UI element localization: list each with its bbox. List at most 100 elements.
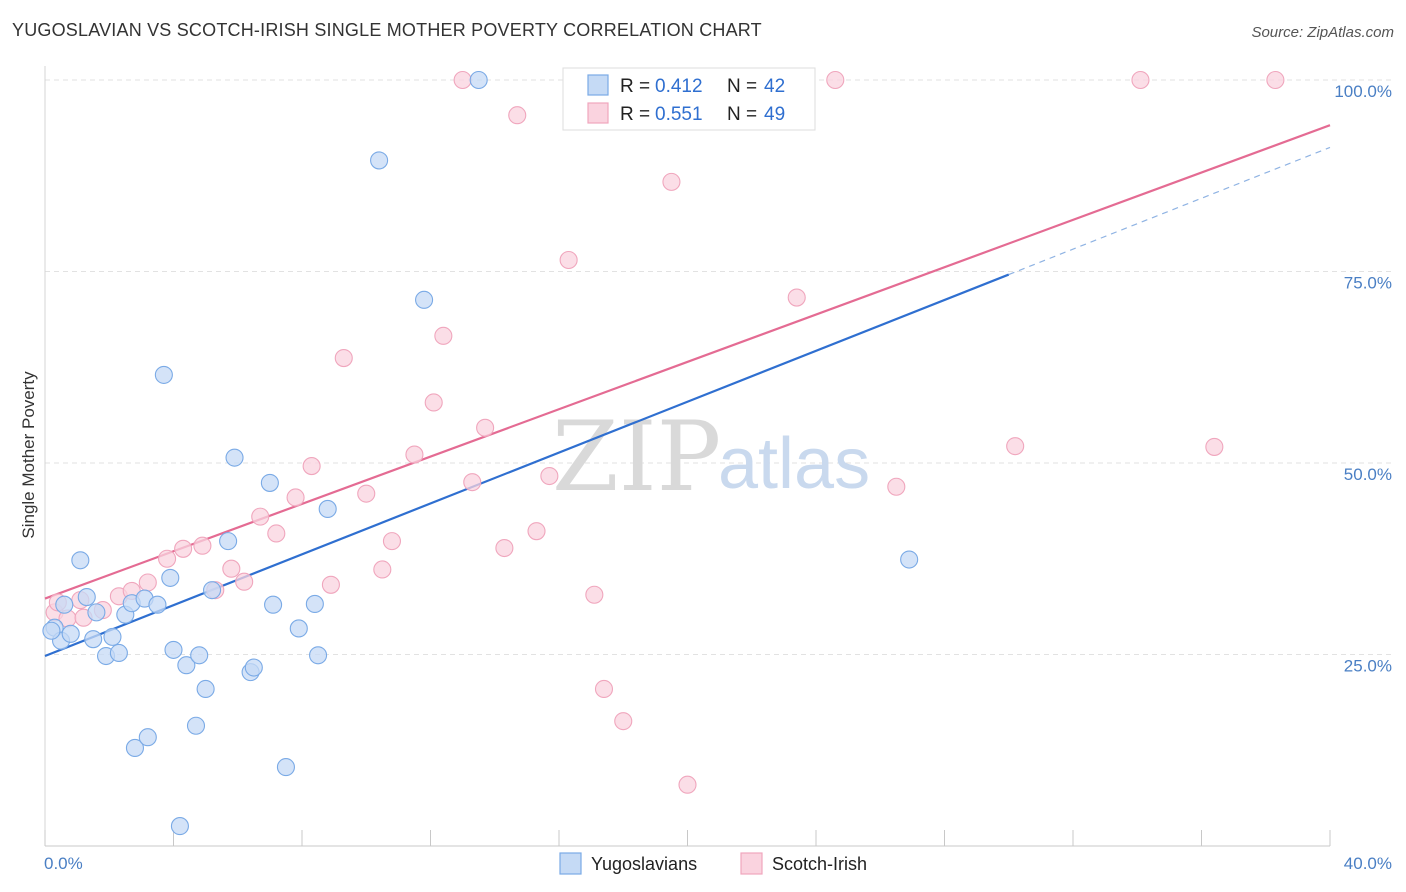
point-yugoslavians: [84, 630, 103, 649]
point-scotch-irish: [373, 560, 392, 579]
point-yugoslavians: [103, 627, 122, 646]
point-scotch-irish: [235, 572, 254, 591]
point-scotch-irish: [424, 393, 443, 412]
bottom-legend-label-yugoslavians: Yugoslavians: [591, 854, 697, 874]
point-scotch-irish: [585, 585, 604, 604]
watermark-atlas: atlas: [718, 424, 870, 504]
point-scotch-irish: [222, 559, 241, 578]
trend-line-scotch-irish: [44, 124, 1331, 600]
point-yugoslavians: [469, 70, 488, 90]
point-scotch-irish: [138, 573, 157, 592]
point-yugoslavians: [42, 621, 61, 640]
point-yugoslavians: [276, 758, 295, 777]
point-scotch-irish: [405, 445, 424, 464]
series-legend: Yugoslavians Scotch-Irish: [559, 852, 867, 875]
legend-n-label-1: N =: [727, 76, 757, 97]
point-scotch-irish: [1006, 437, 1025, 456]
point-yugoslavians: [161, 568, 180, 587]
point-scotch-irish: [508, 106, 527, 125]
y-tick-label: 50.0%: [1344, 465, 1392, 484]
point-scotch-irish: [174, 539, 193, 558]
bottom-legend-swatch-scotch-irish: [740, 852, 763, 875]
axes: [44, 66, 1331, 847]
data-points: [42, 70, 1285, 836]
point-scotch-irish: [887, 477, 906, 496]
point-scotch-irish: [1266, 70, 1285, 90]
point-yugoslavians: [260, 473, 279, 492]
point-yugoslavians: [196, 679, 215, 699]
point-yugoslavians: [148, 595, 167, 614]
point-yugoslavians: [190, 646, 209, 665]
point-scotch-irish: [614, 712, 633, 731]
point-yugoslavians: [71, 551, 90, 570]
point-yugoslavians: [264, 595, 283, 614]
point-yugoslavians: [61, 624, 80, 643]
point-yugoslavians: [109, 643, 128, 663]
x-tick-labels: 0.0% 40.0%: [44, 854, 1392, 873]
point-scotch-irish: [434, 326, 453, 345]
point-scotch-irish: [476, 418, 495, 437]
bottom-legend-label-scotch-irish: Scotch-Irish: [772, 854, 867, 874]
source-credit: Source: ZipAtlas.com: [1251, 24, 1394, 41]
point-scotch-irish: [826, 70, 845, 90]
y-tick-labels: 25.0% 50.0% 75.0% 100.0%: [1334, 82, 1392, 676]
point-scotch-irish: [453, 70, 472, 90]
point-yugoslavians: [170, 817, 189, 836]
point-scotch-irish: [594, 679, 614, 699]
point-yugoslavians: [164, 640, 183, 659]
point-yugoslavians: [370, 151, 389, 170]
point-scotch-irish: [1131, 70, 1150, 90]
watermark: ZIP atlas: [552, 401, 870, 513]
x-tick-label: 0.0%: [44, 854, 83, 873]
point-scotch-irish: [251, 507, 270, 526]
legend-n-value-2: 49: [764, 104, 785, 125]
point-yugoslavians: [225, 448, 244, 467]
point-scotch-irish: [334, 349, 353, 368]
legend-n-label-2: N =: [727, 104, 757, 125]
point-scotch-irish: [382, 532, 402, 551]
bottom-legend-swatch-yugoslavians: [559, 852, 582, 875]
point-yugoslavians: [177, 656, 196, 675]
y-tick-label: 100.0%: [1334, 82, 1392, 101]
point-yugoslavians: [244, 658, 263, 677]
point-scotch-irish: [678, 775, 697, 794]
point-scotch-irish: [559, 250, 578, 270]
legend-r-label-2: R =: [620, 104, 650, 125]
legend-swatch-yugoslavians: [587, 74, 609, 96]
point-scotch-irish: [193, 536, 212, 555]
y-tick-label: 75.0%: [1344, 274, 1392, 293]
x-tick-label: 40.0%: [1344, 854, 1392, 873]
point-scotch-irish: [540, 466, 559, 486]
watermark-zip: ZIP: [552, 401, 721, 513]
point-scotch-irish: [495, 538, 514, 558]
point-scotch-irish: [321, 575, 340, 594]
point-yugoslavians: [415, 290, 434, 309]
point-yugoslavians: [318, 499, 337, 519]
y-axis-label: Single Mother Poverty: [19, 371, 38, 539]
legend-r-value-1: 0.412: [655, 76, 703, 97]
point-scotch-irish: [527, 522, 546, 541]
point-scotch-irish: [286, 488, 305, 507]
point-yugoslavians: [186, 716, 206, 735]
point-yugoslavians: [305, 594, 324, 613]
point-yugoslavians: [154, 365, 173, 384]
legend-n-value-1: 42: [764, 76, 785, 97]
point-yugoslavians: [138, 728, 157, 747]
point-scotch-irish: [787, 288, 806, 307]
y-tick-label: 25.0%: [1344, 657, 1392, 676]
point-yugoslavians: [219, 532, 238, 551]
point-yugoslavians: [87, 603, 106, 622]
legend-swatch-scotch-irish: [587, 102, 609, 124]
stats-legend: R = 0.412 N = 42 R = 0.551 N = 49: [562, 67, 816, 131]
grid-lines: [45, 79, 1392, 655]
point-scotch-irish: [357, 484, 376, 503]
chart-title: YUGOSLAVIAN VS SCOTCH-IRISH SINGLE MOTHE…: [12, 20, 762, 40]
legend-r-value-2: 0.551: [655, 104, 703, 125]
point-scotch-irish: [662, 172, 681, 191]
point-scotch-irish: [158, 549, 177, 568]
point-yugoslavians: [289, 619, 308, 638]
point-scotch-irish: [267, 524, 286, 543]
point-yugoslavians: [203, 581, 222, 600]
legend-r-label-1: R =: [620, 76, 650, 97]
